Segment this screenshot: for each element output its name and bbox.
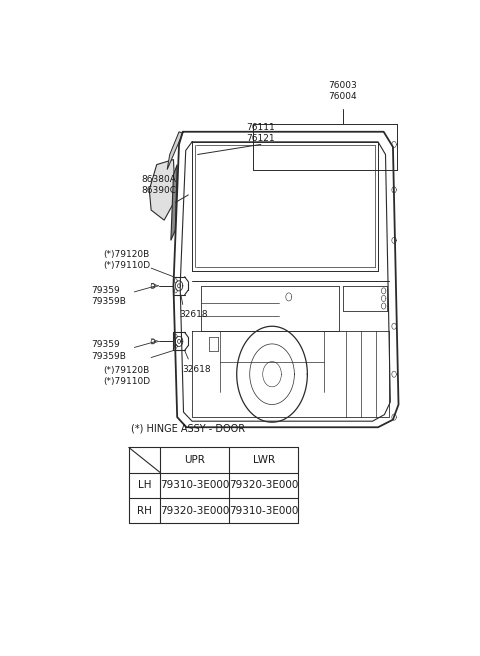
Text: 86380A
86390C: 86380A 86390C — [142, 174, 177, 195]
Text: 79359
79359B: 79359 79359B — [92, 286, 127, 306]
Text: 32618: 32618 — [179, 310, 208, 319]
Polygon shape — [149, 159, 175, 220]
Polygon shape — [167, 132, 183, 170]
Text: LWR: LWR — [252, 455, 275, 465]
Text: 79310-3E000: 79310-3E000 — [229, 506, 299, 516]
Text: RH: RH — [137, 506, 152, 516]
Text: 76111
76121: 76111 76121 — [246, 123, 275, 144]
Text: (*) HINGE ASSY - DOOR: (*) HINGE ASSY - DOOR — [131, 423, 245, 434]
Text: 79320-3E000: 79320-3E000 — [160, 506, 229, 516]
Text: 79320-3E000: 79320-3E000 — [229, 480, 299, 490]
Text: 79310-3E000: 79310-3E000 — [160, 480, 229, 490]
Polygon shape — [171, 165, 177, 240]
Text: 79359
79359B: 79359 79359B — [92, 340, 127, 361]
Text: 32618: 32618 — [183, 365, 211, 374]
Text: 76003
76004: 76003 76004 — [328, 81, 357, 102]
Text: LH: LH — [138, 480, 151, 490]
Text: (*)79120B
(*)79110D: (*)79120B (*)79110D — [103, 365, 150, 386]
Text: (*)79120B
(*)79110D: (*)79120B (*)79110D — [103, 249, 150, 270]
Text: UPR: UPR — [184, 455, 205, 465]
